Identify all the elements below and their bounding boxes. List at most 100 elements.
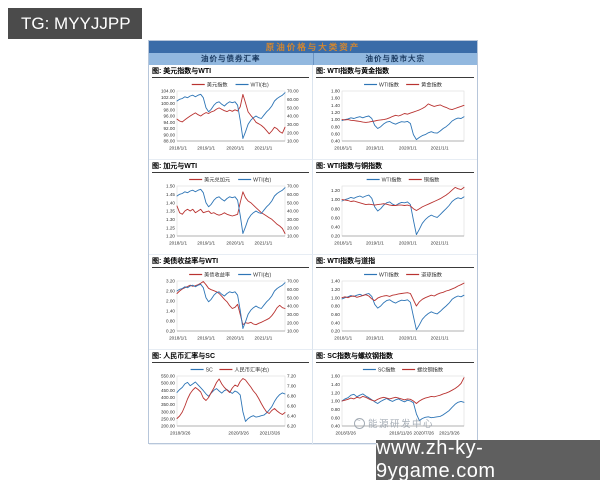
x-tick-label: 2021/3/26	[260, 431, 281, 436]
legend-label: SC	[206, 367, 213, 373]
y-tick-label: 1.80	[331, 89, 340, 94]
series-line	[341, 194, 464, 236]
y-axis-left: 1.60 1.40 1.20 1.00 0.80 0.60 0.40	[331, 374, 340, 429]
y-tick-label: 0.80	[331, 304, 340, 309]
legend-label: WTI指数	[379, 270, 400, 278]
y-tick-label: 0.40	[331, 424, 340, 429]
y-tick-label: 500.00	[161, 381, 175, 386]
x-tick-label: 2020/1/1	[226, 146, 244, 151]
series-line	[176, 92, 286, 139]
plot-frame	[176, 280, 286, 332]
y-tick-label: 10.00	[287, 329, 299, 334]
x-tick-label: 2018/1/1	[334, 146, 352, 151]
y-tick-label: 250.00	[161, 416, 175, 421]
y-tick-label: 30.00	[287, 122, 299, 127]
legend-label: 美元兑加元	[204, 175, 230, 183]
legend-label: 铜指数	[423, 175, 439, 183]
legend: WTI指数 铜指数	[366, 175, 440, 183]
x-tick-label: 2020/1/1	[226, 241, 244, 246]
y-axis-right: 70.00 60.00 50.00 40.00 30.00 20.00 10.00	[287, 89, 299, 144]
series-line	[176, 381, 286, 422]
x-tick-label: 2021/1/1	[254, 146, 272, 151]
site-url-bar: www.zh-ky-9ygame.com	[376, 437, 600, 480]
x-tick-label: 2019/1/1	[365, 146, 383, 151]
x-tick-label: 2021/3/26	[439, 431, 460, 436]
y-tick-label: 0.80	[331, 124, 340, 129]
y-tick-label: 6.20	[287, 424, 296, 429]
y-axis-left: 550.00 500.00 450.00 400.00 350.00 300.00 250.…	[161, 374, 175, 429]
x-tick-label: 2020/7/26	[413, 431, 434, 436]
series-line	[176, 281, 286, 326]
legend-label: WTI(右)	[253, 270, 271, 278]
legend-label: 美元指数	[207, 80, 229, 88]
y-tick-label: 1.00	[331, 117, 340, 122]
series-line	[341, 186, 464, 211]
y-tick-label: 0.20	[331, 234, 340, 239]
y-tick-label: 98.00	[164, 107, 176, 112]
legend-label: WTI(右)	[253, 175, 271, 183]
plot-frame	[176, 185, 286, 237]
legend-label: 美债收益率	[204, 270, 230, 278]
series-line	[176, 187, 286, 234]
y-tick-label: 90.00	[164, 132, 176, 137]
y-tick-label: 1.40	[166, 200, 175, 205]
y-axis-left: 1.80 1.60 1.40 1.20 1.00 0.80 0.60 0.40	[331, 89, 340, 144]
y-tick-label: 1.60	[331, 96, 340, 101]
series-line	[341, 282, 464, 307]
chart-cell-2: 图: WTI指数与黄金指数 WTI指数 黄金指数 1.80 1.60 1.40 1.20 1.…	[313, 65, 477, 160]
x-tick-label: 2019/1/1	[197, 336, 215, 341]
y-tick-label: 70.00	[287, 184, 299, 189]
y-tick-label: 0.80	[331, 206, 340, 211]
series-line	[341, 393, 464, 422]
y-axis-left: 1.50 1.45 1.40 1.35 1.30 1.25 1.20	[166, 184, 175, 239]
y-tick-label: 7.20	[287, 374, 296, 379]
column-header-equity-commodity: 油价与股市大宗	[365, 54, 425, 63]
chart-cell-1: 图: 美元指数与WTI 美元指数 WTI(右) 104.00 102.00 100.00 9…	[149, 65, 313, 160]
chart-title: 图: 加元与WTI	[152, 162, 309, 173]
y-tick-label: 0.40	[331, 225, 340, 230]
chart-title: 图: SC指数与螺纹钢指数	[316, 352, 474, 363]
y-tick-label: 70.00	[287, 279, 299, 284]
chart-canvas: 美元兑加元 WTI(右) 1.50 1.45 1.40 1.35 1.30 1.25 1.20 7…	[166, 175, 299, 246]
y-tick-label: 1.45	[166, 192, 175, 197]
y-tick-label: 2.60	[166, 289, 175, 294]
y-tick-label: 1.35	[166, 209, 175, 214]
series-line	[176, 93, 286, 135]
legend: WTI指数 道琼指数	[363, 270, 442, 278]
chart-canvas: 美债收益率 WTI(右) 3.20 2.60 2.00 1.40 0.80 0.20 70.00…	[166, 270, 299, 341]
y-tick-label: 1.20	[331, 390, 340, 395]
y-tick-label: 550.00	[161, 374, 175, 379]
legend: 美元指数 WTI(右)	[191, 80, 269, 88]
column-header-row: 油价与债券汇率 油价与股市大宗	[149, 53, 477, 65]
x-tick-label: 2019/11/26	[389, 431, 412, 436]
y-tick-label: 1.00	[331, 295, 340, 300]
y-tick-label: 40.00	[287, 209, 299, 214]
chart-title: 图: 美元指数与WTI	[152, 67, 309, 78]
y-tick-label: 400.00	[161, 395, 175, 400]
chart-title: 图: WTI指数与道指	[316, 257, 474, 268]
y-tick-label: 50.00	[287, 295, 299, 300]
x-tick-label: 2020/1/1	[226, 336, 244, 341]
y-tick-label: 3.20	[166, 279, 175, 284]
y-tick-label: 0.40	[331, 320, 340, 325]
y-axis-left: 3.20 2.60 2.00 1.40 0.80 0.20	[166, 279, 175, 334]
legend: SC 人民币汇率(右)	[190, 365, 269, 373]
x-tick-label: 2018/1/1	[169, 146, 187, 151]
x-axis: 2018/1/1 2019/1/1 2020/1/1 2021/1/1	[169, 241, 273, 246]
x-axis: 2018/1/1 2019/1/1 2020/1/1 2021/1/1	[169, 336, 273, 341]
y-tick-label: 70.00	[287, 89, 299, 94]
y-tick-label: 102.00	[161, 95, 175, 100]
y-tick-label: 20.00	[287, 320, 299, 325]
x-tick-label: 2019/1/1	[365, 336, 383, 341]
y-tick-label: 96.00	[164, 114, 176, 119]
y-tick-label: 60.00	[287, 287, 299, 292]
chart-cell-6: 图: WTI指数与道指 WTI指数 道琼指数 1.40 1.20 1.00 0.80 0.60…	[313, 255, 477, 350]
legend-label: 螺纹钢指数	[417, 365, 444, 373]
legend-label: WTI(右)	[251, 80, 269, 88]
telegram-badge: TG: MYYJJPP	[8, 8, 142, 39]
y-tick-label: 50.00	[287, 200, 299, 205]
y-tick-label: 104.00	[161, 89, 175, 94]
series-line	[341, 293, 464, 331]
